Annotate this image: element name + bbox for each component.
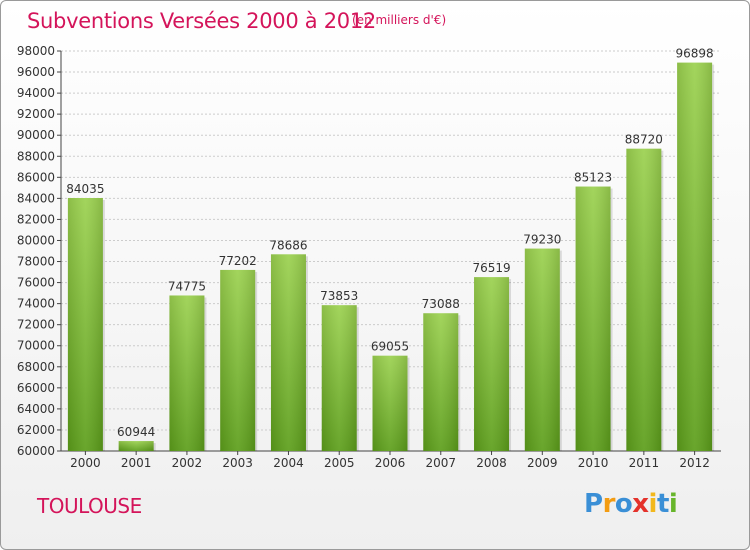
y-tick-label: 76000 bbox=[17, 276, 55, 290]
logo-letter: t bbox=[656, 489, 669, 519]
data-label: 60944 bbox=[117, 425, 155, 439]
y-tick-label: 84000 bbox=[17, 191, 55, 205]
y-tick-label: 96000 bbox=[17, 65, 55, 79]
bar-shade bbox=[677, 62, 713, 451]
y-tick-label: 74000 bbox=[17, 297, 55, 311]
logo-letter: i bbox=[668, 489, 678, 519]
data-label: 84035 bbox=[66, 182, 104, 196]
y-tick-label: 64000 bbox=[17, 402, 55, 416]
x-tick-label: 2008 bbox=[476, 456, 507, 470]
bar-shade bbox=[270, 254, 306, 451]
y-tick-label: 86000 bbox=[17, 170, 55, 184]
y-tick-label: 62000 bbox=[17, 423, 55, 437]
y-tick-label: 92000 bbox=[17, 107, 55, 121]
data-label: 88720 bbox=[625, 133, 663, 147]
bar-shade bbox=[372, 355, 408, 451]
x-tick-label: 2000 bbox=[70, 456, 101, 470]
logo-letter: r bbox=[602, 489, 616, 519]
bar-shade bbox=[321, 305, 357, 451]
data-label: 74775 bbox=[168, 279, 206, 293]
bar-shade bbox=[575, 186, 611, 451]
y-tick-label: 82000 bbox=[17, 212, 55, 226]
y-tick-label: 68000 bbox=[17, 360, 55, 374]
x-tick-label: 2003 bbox=[222, 456, 253, 470]
data-label: 77202 bbox=[219, 254, 257, 268]
data-label: 96898 bbox=[676, 47, 714, 61]
data-label: 76519 bbox=[472, 261, 510, 275]
city-label: TOULOUSE bbox=[37, 494, 142, 518]
data-label: 73088 bbox=[422, 297, 460, 311]
data-label: 73853 bbox=[320, 289, 358, 303]
y-tick-label: 60000 bbox=[17, 444, 55, 458]
data-label: 69055 bbox=[371, 340, 409, 354]
logo-letter: x bbox=[632, 489, 649, 519]
chart-subtitle: (en milliers d'€) bbox=[352, 13, 447, 27]
x-tick-label: 2006 bbox=[375, 456, 406, 470]
x-tick-label: 2002 bbox=[172, 456, 203, 470]
x-tick-label: 2005 bbox=[324, 456, 355, 470]
bar-shade bbox=[67, 198, 103, 451]
logo-letter: o bbox=[614, 489, 633, 519]
logo-letter: P bbox=[584, 489, 603, 519]
x-tick-label: 2009 bbox=[527, 456, 558, 470]
y-tick-label: 88000 bbox=[17, 149, 55, 163]
chart-title: Subventions Versées 2000 à 2012 bbox=[27, 9, 376, 33]
bar-shade bbox=[118, 441, 154, 451]
x-tick-label: 2001 bbox=[121, 456, 152, 470]
y-tick-label: 66000 bbox=[17, 381, 55, 395]
bar-shade bbox=[423, 313, 459, 451]
bar-shade bbox=[626, 148, 662, 451]
y-tick-label: 94000 bbox=[17, 86, 55, 100]
x-tick-label: 2007 bbox=[425, 456, 456, 470]
data-label: 78686 bbox=[269, 238, 307, 252]
logo-letter: i bbox=[648, 489, 658, 519]
y-tick-label: 80000 bbox=[17, 233, 55, 247]
y-tick-label: 98000 bbox=[17, 44, 55, 58]
data-label: 79230 bbox=[523, 233, 561, 247]
x-tick-label: 2004 bbox=[273, 456, 304, 470]
y-tick-label: 72000 bbox=[17, 318, 55, 332]
y-tick-label: 70000 bbox=[17, 339, 55, 353]
y-tick-label: 78000 bbox=[17, 255, 55, 269]
proxiti-logo: Proxiti bbox=[584, 489, 678, 519]
bar-shade bbox=[474, 277, 510, 451]
data-label: 85123 bbox=[574, 171, 612, 185]
bar-shade bbox=[169, 295, 205, 451]
y-tick-label: 90000 bbox=[17, 128, 55, 142]
x-tick-label: 2011 bbox=[629, 456, 660, 470]
bar-shade bbox=[524, 248, 560, 451]
x-tick-label: 2012 bbox=[679, 456, 710, 470]
bar-shade bbox=[220, 269, 256, 451]
x-tick-label: 2010 bbox=[578, 456, 609, 470]
